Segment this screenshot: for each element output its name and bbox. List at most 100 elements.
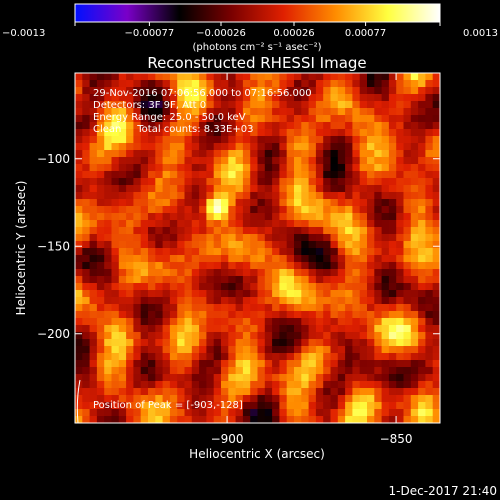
heatmap-cell <box>359 241 368 249</box>
heatmap-cell <box>242 108 251 116</box>
heatmap-cell <box>89 87 98 95</box>
heatmap-cell <box>75 143 83 151</box>
heatmap-cell <box>367 360 375 368</box>
heatmap-cell <box>133 115 142 123</box>
heatmap-cell <box>323 360 331 368</box>
heatmap-cell <box>118 220 127 228</box>
heatmap-cell <box>425 325 434 333</box>
heatmap-cell <box>148 346 156 354</box>
heatmap-cell <box>315 206 324 214</box>
heatmap-cell <box>133 269 142 277</box>
heatmap-cell <box>191 409 200 417</box>
heatmap-cell <box>279 185 288 193</box>
heatmap-cell <box>242 192 251 200</box>
heatmap-cell <box>191 213 200 221</box>
heatmap-cell <box>162 80 171 88</box>
heatmap-cell <box>191 353 200 361</box>
heatmap-cell <box>367 115 375 123</box>
heatmap-cell <box>126 115 134 123</box>
heatmap-cell <box>155 129 163 137</box>
heatmap-cell <box>359 248 368 256</box>
heatmap-cell <box>403 80 412 88</box>
heatmap-cell <box>388 178 397 186</box>
heatmap-cell <box>242 402 251 410</box>
heatmap-cell <box>257 94 266 102</box>
heatmap-cell <box>199 318 207 326</box>
heatmap-cell <box>337 367 346 375</box>
heatmap-cell <box>213 241 222 249</box>
heatmap-cell <box>206 150 215 158</box>
heatmap-cell <box>228 374 236 382</box>
heatmap-cell <box>104 290 112 298</box>
heatmap-cell <box>118 234 127 242</box>
heatmap-cell <box>148 332 156 340</box>
heatmap-cell <box>89 122 98 130</box>
heatmap-cell <box>272 388 280 396</box>
heatmap-cell <box>418 276 426 284</box>
heatmap-cell <box>177 339 185 347</box>
heatmap-cell <box>250 283 258 291</box>
heatmap-cell <box>96 353 105 361</box>
heatmap-cell <box>89 115 98 123</box>
heatmap-cell <box>133 94 142 102</box>
heatmap-cell <box>140 241 149 249</box>
heatmap-cell <box>235 339 244 347</box>
heatmap-cell <box>228 290 236 298</box>
heatmap-cell <box>104 262 112 270</box>
heatmap-cell <box>104 381 112 389</box>
heatmap-cell <box>410 101 419 109</box>
heatmap-cell <box>89 325 98 333</box>
heatmap-cell <box>228 157 236 165</box>
heatmap-cell <box>425 129 434 137</box>
heatmap-cell <box>367 297 375 305</box>
heatmap-cell <box>184 73 193 81</box>
heatmap-cell <box>359 360 368 368</box>
heatmap-cell <box>199 395 207 403</box>
heatmap-cell <box>184 150 193 158</box>
heatmap-cell <box>118 115 127 123</box>
heatmap-cell <box>126 269 134 277</box>
heatmap-cell <box>381 360 390 368</box>
heatmap-cell <box>221 332 229 340</box>
heatmap-cell <box>308 143 317 151</box>
heatmap-cell <box>315 297 324 305</box>
heatmap-cell <box>337 192 346 200</box>
heatmap-cell <box>118 304 127 312</box>
heatmap-cell <box>315 367 324 375</box>
heatmap-cell <box>279 171 288 179</box>
heatmap-cell <box>213 374 222 382</box>
heatmap-cell <box>118 171 127 179</box>
heatmap-cell <box>374 318 382 326</box>
heatmap-cell <box>352 143 361 151</box>
heatmap-cell <box>199 122 207 130</box>
heatmap-cell <box>221 143 229 151</box>
heatmap-cell <box>381 122 390 130</box>
heatmap-cell <box>374 150 382 158</box>
heatmap-cell <box>140 304 149 312</box>
heatmap-cell <box>104 178 112 186</box>
heatmap-cell <box>235 367 244 375</box>
heatmap-cell <box>345 367 353 375</box>
heatmap-cell <box>111 94 120 102</box>
colorbar-tick-label: 0.0013 <box>463 28 498 39</box>
heatmap-cell <box>345 185 353 193</box>
heatmap-cell <box>352 311 361 319</box>
heatmap-cell <box>403 115 412 123</box>
heatmap-cell <box>250 346 258 354</box>
heatmap-cell <box>272 339 280 347</box>
heatmap-cell <box>96 108 105 116</box>
heatmap-cell <box>301 262 309 270</box>
heatmap-cell <box>169 262 178 270</box>
heatmap-cell <box>155 318 163 326</box>
heatmap-cell <box>381 241 390 249</box>
heatmap-cell <box>425 227 434 235</box>
heatmap-cell <box>374 325 382 333</box>
heatmap-cell <box>104 248 112 256</box>
heatmap-cell <box>228 416 236 423</box>
heatmap-cell <box>169 122 178 130</box>
heatmap-cell <box>148 402 156 410</box>
heatmap-cell <box>242 339 251 347</box>
heatmap-cell <box>257 255 266 263</box>
heatmap-cell <box>359 192 368 200</box>
